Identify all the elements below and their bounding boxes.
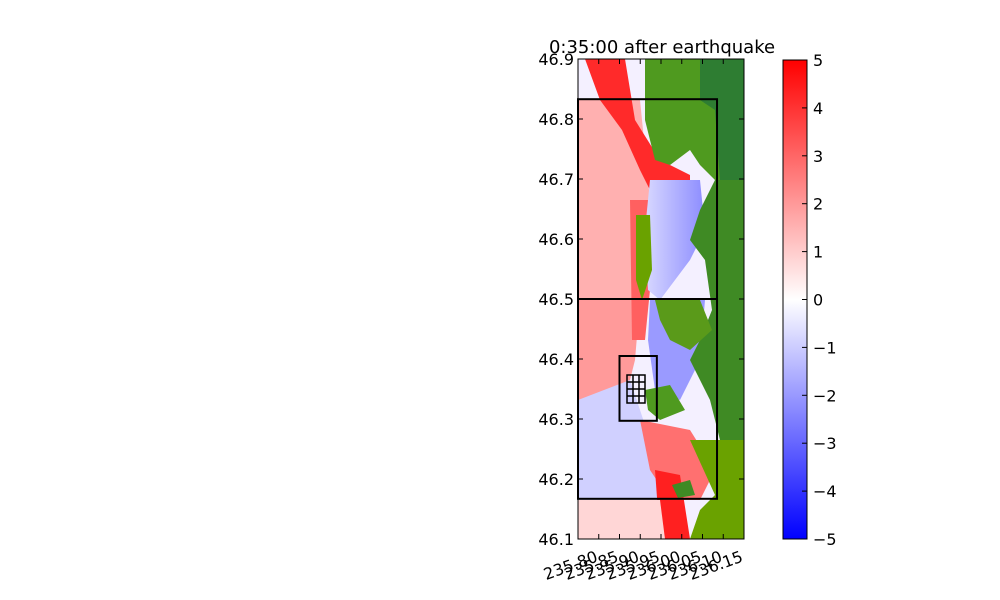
y-tick-label: 46.2 <box>538 470 574 489</box>
colorbar-tick-label: 5 <box>813 51 823 70</box>
colorbar-tick-label: 4 <box>813 99 823 118</box>
y-tick-label: 46.1 <box>538 530 574 549</box>
x-axis: 235.80235.85235.90235.95236.00236.05236.… <box>541 59 745 584</box>
y-tick-label: 46.4 <box>538 350 574 369</box>
colorbar-tick-label: −1 <box>813 338 837 357</box>
y-tick-label: 46.9 <box>538 50 574 69</box>
colorbar-tick-label: −3 <box>813 434 837 453</box>
y-tick-label: 46.6 <box>538 230 574 249</box>
colorbar-axis: 5 4 3 2 1 0 −1 −2 −3 −4 −5 <box>802 51 837 549</box>
south-offshore-blue <box>578 380 660 500</box>
willapa-bay-water <box>645 180 705 300</box>
colorbar-tick-label: −2 <box>813 386 837 405</box>
chart-title: 0:35:00 after earthquake <box>549 37 775 58</box>
colorbar-tick-label: 1 <box>813 243 823 262</box>
land-middle <box>655 300 712 350</box>
colorbar-tick-label: 3 <box>813 147 823 166</box>
land-north-dark <box>700 59 744 180</box>
fine-grid <box>626 374 646 404</box>
colorbar-tick-label: −4 <box>813 482 837 501</box>
land-point-adams <box>645 385 685 420</box>
y-tick-label: 46.5 <box>538 290 574 309</box>
colorbar-tick-label: 0 <box>813 291 823 310</box>
y-axis: 46.1 46.2 46.3 46.4 46.5 46.6 46.7 46.8 46.9 <box>538 50 744 549</box>
colorbar-tick-label: −5 <box>813 530 837 549</box>
y-tick-label: 46.3 <box>538 410 574 429</box>
land-peninsula <box>636 215 652 300</box>
south-coarse-pink <box>578 500 665 539</box>
y-tick-label: 46.7 <box>538 170 574 189</box>
wave-front-red <box>585 59 690 200</box>
colorbar-tick-label: 2 <box>813 195 823 214</box>
y-tick-label: 46.8 <box>538 110 574 129</box>
land-south-spit <box>672 480 695 498</box>
refinement-box <box>618 355 658 422</box>
